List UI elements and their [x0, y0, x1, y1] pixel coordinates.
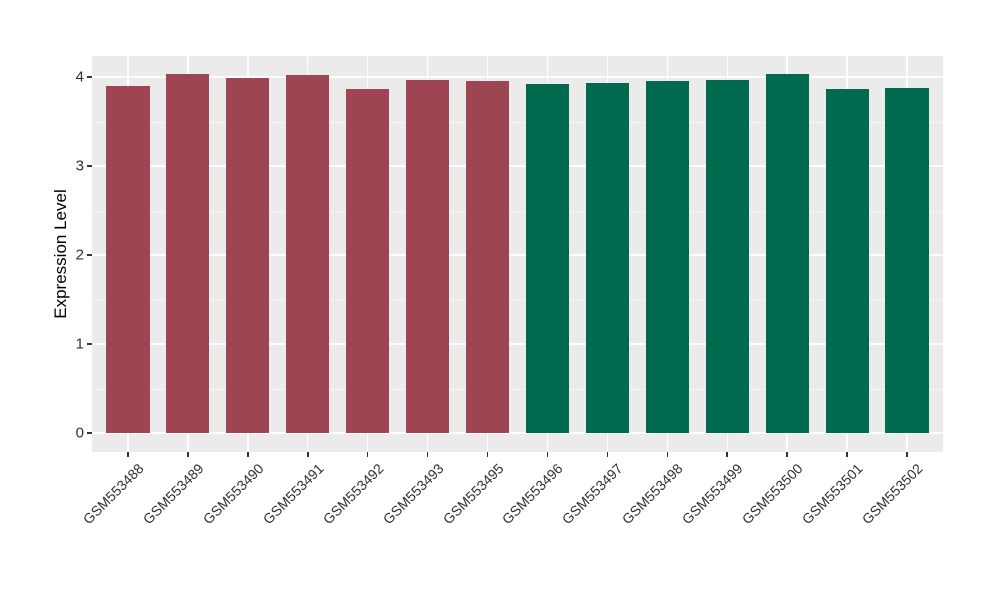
- y-tick-label: 4: [75, 68, 84, 86]
- bar: [346, 88, 390, 434]
- bar: [525, 84, 570, 434]
- plot-panel: [92, 56, 943, 452]
- bar: [585, 83, 629, 434]
- bar: [226, 77, 270, 434]
- expression-bar-chart: Expression Level 0 1 2 3 4 GSM553488 GSM553489…: [51, 56, 943, 528]
- bar: [645, 80, 689, 434]
- bar: [825, 89, 869, 434]
- x-tick-mark: [546, 452, 549, 457]
- y-tick-mark: [87, 432, 92, 434]
- x-tick-mark: [606, 452, 609, 457]
- x-tick-mark: [846, 452, 848, 457]
- y-tick-label: 0: [75, 424, 84, 442]
- y-tick-mark: [87, 254, 92, 256]
- y-gridline-major: [92, 254, 943, 256]
- y-tick-mark: [87, 343, 92, 345]
- bar: [885, 87, 929, 434]
- bar: [705, 79, 749, 434]
- y-tick-mark: [87, 165, 92, 167]
- x-tick-mark: [306, 452, 309, 457]
- bar: [106, 85, 150, 434]
- y-tick-label: 3: [75, 157, 84, 175]
- bar: [406, 79, 450, 434]
- y-gridline-minor: [92, 210, 943, 212]
- bar: [286, 75, 330, 434]
- y-gridline-minor: [92, 388, 943, 390]
- x-tick-mark: [666, 452, 669, 457]
- y-gridline-major: [92, 432, 943, 434]
- y-tick-label: 2: [75, 246, 84, 264]
- x-tick-mark: [486, 452, 489, 457]
- bar: [166, 74, 210, 434]
- y-gridline-major: [92, 343, 943, 345]
- x-tick-mark: [426, 452, 429, 457]
- bar: [465, 81, 510, 434]
- x-tick-mark: [786, 452, 788, 457]
- y-tick-mark: [87, 76, 92, 78]
- x-tick-mark: [187, 452, 189, 457]
- x-tick-mark: [127, 452, 129, 457]
- y-gridline-minor: [92, 299, 943, 301]
- y-tick-label: 1: [75, 335, 84, 353]
- y-gridline-major: [92, 165, 943, 167]
- bar: [765, 74, 809, 434]
- x-tick-mark: [366, 452, 369, 457]
- y-gridline-major: [92, 76, 943, 78]
- x-tick-mark: [726, 452, 729, 457]
- x-tick-mark: [247, 452, 249, 457]
- x-tick-mark: [906, 452, 908, 457]
- y-gridline-minor: [92, 121, 943, 123]
